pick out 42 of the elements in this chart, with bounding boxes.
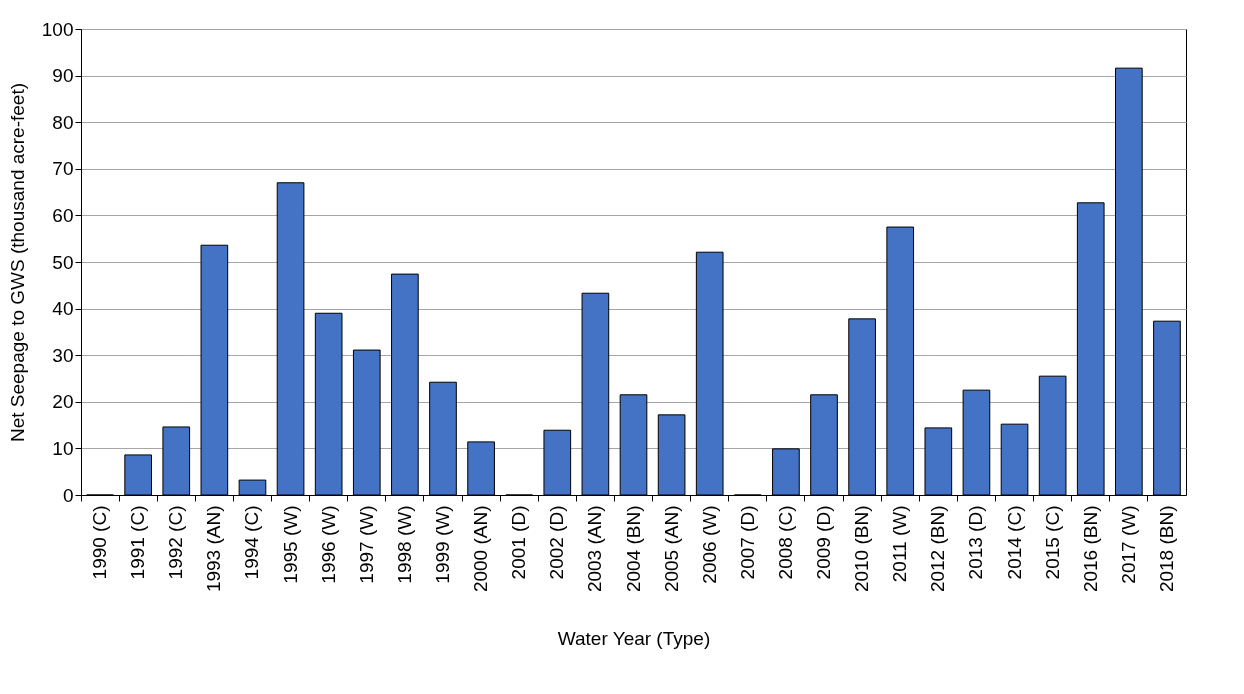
y-tick-label: 100 <box>41 18 74 40</box>
x-tick-label: 1996 (W) <box>317 505 339 584</box>
x-tick-label: 2018 (BN) <box>1155 505 1177 593</box>
x-tick-label: 2001 (D) <box>508 505 530 580</box>
x-tick-label: 2003 (AN) <box>584 505 606 593</box>
y-tick-label: 0 <box>62 484 74 506</box>
y-axis-title: Net Seepage to GWS (thousand acre-feet) <box>6 82 28 443</box>
x-tick-label: 1998 (W) <box>393 505 415 584</box>
y-tick-label: 90 <box>52 65 74 87</box>
y-tick-label: 20 <box>52 391 74 413</box>
x-tick-label: 2002 (D) <box>546 505 568 580</box>
x-tick-label: 2014 (C) <box>1003 505 1025 580</box>
y-tick-label: 80 <box>52 111 74 133</box>
x-tick-label: 1990 (C) <box>89 505 111 580</box>
x-tick-label: 2015 (C) <box>1041 505 1063 580</box>
x-tick-label: 2005 (AN) <box>660 505 682 593</box>
x-tick-label: 2009 (D) <box>813 505 835 580</box>
x-tick-label: 1994 (C) <box>241 505 263 580</box>
y-tick-label: 30 <box>52 344 74 366</box>
x-tick-label: 2008 (C) <box>774 505 796 580</box>
x-tick-label: 2012 (BN) <box>927 505 949 593</box>
x-tick-label: 1991 (C) <box>127 505 149 580</box>
y-tick-label: 60 <box>52 204 74 226</box>
x-tick-label: 2000 (AN) <box>470 505 492 593</box>
y-tick-label: 50 <box>52 251 74 273</box>
x-tick-label: 2017 (W) <box>1117 505 1139 584</box>
y-tick-label: 70 <box>52 158 74 180</box>
y-tick-label: 10 <box>52 437 74 459</box>
x-tick-label: 2006 (W) <box>698 505 720 584</box>
x-tick-label: 2007 (D) <box>736 505 758 580</box>
x-tick-label: 2011 (W) <box>889 505 911 583</box>
x-axis-title: Water Year (Type) <box>557 628 711 650</box>
x-tick-label: 1999 (W) <box>431 505 453 584</box>
x-tick-label: 1992 (C) <box>165 505 187 580</box>
x-tick-label: 1993 (AN) <box>203 505 225 593</box>
x-tick-label: 2016 (BN) <box>1079 505 1101 593</box>
x-tick-label: 1997 (W) <box>355 505 377 584</box>
x-tick-label: 2013 (D) <box>965 505 987 580</box>
x-tick-label: 1995 (W) <box>279 505 301 584</box>
x-tick-label: 2004 (BN) <box>622 505 644 593</box>
y-tick-label: 40 <box>52 298 74 320</box>
x-tick-label: 2010 (BN) <box>851 505 873 593</box>
